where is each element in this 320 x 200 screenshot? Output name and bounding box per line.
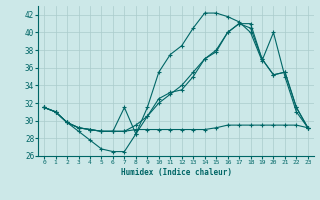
- X-axis label: Humidex (Indice chaleur): Humidex (Indice chaleur): [121, 168, 231, 177]
